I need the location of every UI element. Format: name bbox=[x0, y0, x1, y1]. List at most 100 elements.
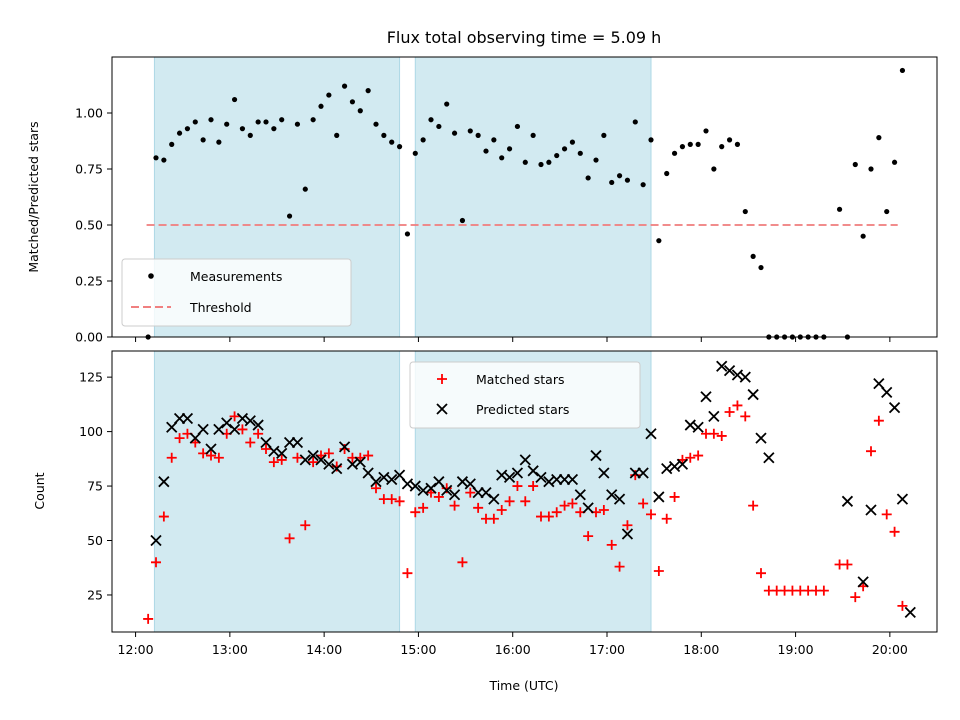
top-y-tick-label: 0.00 bbox=[75, 330, 103, 345]
matched-star-point bbox=[261, 444, 271, 455]
measurement-point bbox=[255, 119, 261, 125]
predicted-star-point bbox=[527, 465, 539, 477]
predicted-star-point bbox=[888, 401, 901, 414]
matched-star-point bbox=[708, 428, 719, 439]
matched-star-point bbox=[818, 585, 829, 596]
measurement-point bbox=[334, 132, 340, 138]
measurement-point bbox=[656, 238, 662, 244]
x-tick-label: 16:00 bbox=[495, 642, 531, 657]
matched-star-point bbox=[166, 452, 177, 463]
matched-star-point bbox=[559, 500, 570, 511]
measurement-point bbox=[695, 141, 701, 147]
measurement-point bbox=[483, 148, 489, 154]
predicted-star-point bbox=[661, 462, 673, 475]
predicted-star-point bbox=[598, 467, 610, 479]
measurement-point bbox=[884, 208, 890, 215]
bot-y-tick-label: 75 bbox=[87, 479, 103, 494]
measurement-point bbox=[609, 179, 615, 186]
measurement-point bbox=[546, 159, 552, 165]
measurement-point bbox=[640, 182, 646, 188]
predicted-star-point bbox=[150, 534, 162, 547]
predicted-star-point bbox=[244, 415, 256, 427]
bot-y-tick-label: 25 bbox=[87, 587, 103, 602]
measurement-point bbox=[200, 137, 206, 143]
matched-star-point bbox=[496, 505, 507, 516]
measurement-point bbox=[286, 213, 293, 219]
predicted-star-point bbox=[645, 428, 657, 440]
measurement-point bbox=[514, 123, 521, 130]
measurement-point bbox=[703, 128, 709, 134]
measurement-point bbox=[899, 67, 906, 74]
matched-star-point bbox=[693, 450, 704, 461]
matched-star-point bbox=[402, 568, 413, 579]
predicted-star-point bbox=[158, 476, 170, 488]
predicted-star-point bbox=[716, 360, 728, 372]
top-axes-frame bbox=[111, 56, 938, 338]
top-points bbox=[145, 67, 906, 340]
chart-title: Flux total observing time = 5.09 h bbox=[387, 28, 662, 47]
matched-star-point bbox=[866, 446, 876, 457]
predicted-star-point bbox=[904, 606, 916, 619]
matched-star-point bbox=[653, 566, 664, 577]
top-y-tick-label: 0.75 bbox=[75, 162, 103, 177]
predicted-star-point bbox=[315, 454, 327, 466]
predicted-star-point bbox=[606, 489, 618, 501]
matched-star-point bbox=[371, 483, 381, 494]
matched-star-point bbox=[881, 509, 892, 520]
measurement-point bbox=[876, 135, 882, 141]
measurement-point bbox=[860, 233, 866, 239]
legend-measurements-marker bbox=[148, 273, 154, 279]
predicted-star-point bbox=[425, 482, 437, 494]
predicted-star-point bbox=[370, 476, 382, 488]
measurement-point bbox=[224, 121, 230, 127]
matched-star-point bbox=[567, 498, 578, 509]
measurement-point bbox=[373, 121, 379, 127]
predicted-star-point bbox=[213, 423, 225, 436]
matched-star-point bbox=[386, 494, 397, 505]
matched-star-point bbox=[174, 433, 185, 444]
matched-star-point bbox=[276, 454, 287, 465]
matched-star-point bbox=[151, 557, 161, 568]
measurement-point bbox=[396, 144, 403, 150]
matched-star-point bbox=[873, 415, 884, 426]
bottom-axes-frame bbox=[111, 350, 938, 633]
legend-x-glyph bbox=[436, 403, 448, 415]
matched-star-point bbox=[748, 500, 759, 511]
predicted-star-point bbox=[331, 462, 343, 475]
predicted-star-point bbox=[441, 484, 453, 497]
measurement-point bbox=[530, 132, 536, 138]
matched-star-point bbox=[394, 496, 405, 507]
measurement-point bbox=[349, 99, 356, 105]
matched-star-point bbox=[268, 457, 279, 468]
top-panel: 0.00 0.25 0.50 0.75 1.00 Matched/Predicted s… bbox=[26, 56, 938, 345]
matched-star-point bbox=[512, 481, 523, 492]
predicted-star-point bbox=[590, 449, 602, 462]
matched-star-point bbox=[433, 491, 444, 502]
predicted-star-point bbox=[857, 576, 869, 588]
matched-star-point bbox=[465, 487, 476, 498]
measurement-point bbox=[711, 166, 717, 172]
measurement-point bbox=[294, 121, 301, 127]
matched-star-point bbox=[622, 520, 633, 531]
x-tick-label: 14:00 bbox=[306, 642, 342, 657]
measurement-point bbox=[569, 139, 576, 145]
predicted-star-point bbox=[739, 371, 751, 383]
measurement-point bbox=[302, 186, 308, 192]
predicted-star-point bbox=[896, 493, 909, 505]
matched-star-point bbox=[143, 613, 154, 624]
predicted-star-point bbox=[708, 410, 720, 422]
measurement-point bbox=[836, 206, 843, 212]
top-y-tick-label: 0.25 bbox=[75, 274, 103, 289]
matched-star-point bbox=[897, 600, 908, 611]
measurement-point bbox=[852, 161, 858, 168]
matched-star-point bbox=[449, 500, 460, 511]
legend-threshold-label: Threshold bbox=[189, 300, 252, 315]
predicted-star-point bbox=[881, 386, 893, 399]
predicted-star-point bbox=[307, 449, 319, 462]
bottom-legend: Matched stars Predicted stars bbox=[409, 361, 641, 429]
measurement-point bbox=[436, 123, 442, 130]
predicted-star-point bbox=[401, 478, 414, 490]
legend-predicted-marker bbox=[436, 403, 448, 415]
measurement-point bbox=[664, 170, 670, 177]
measurement-point bbox=[742, 208, 748, 215]
